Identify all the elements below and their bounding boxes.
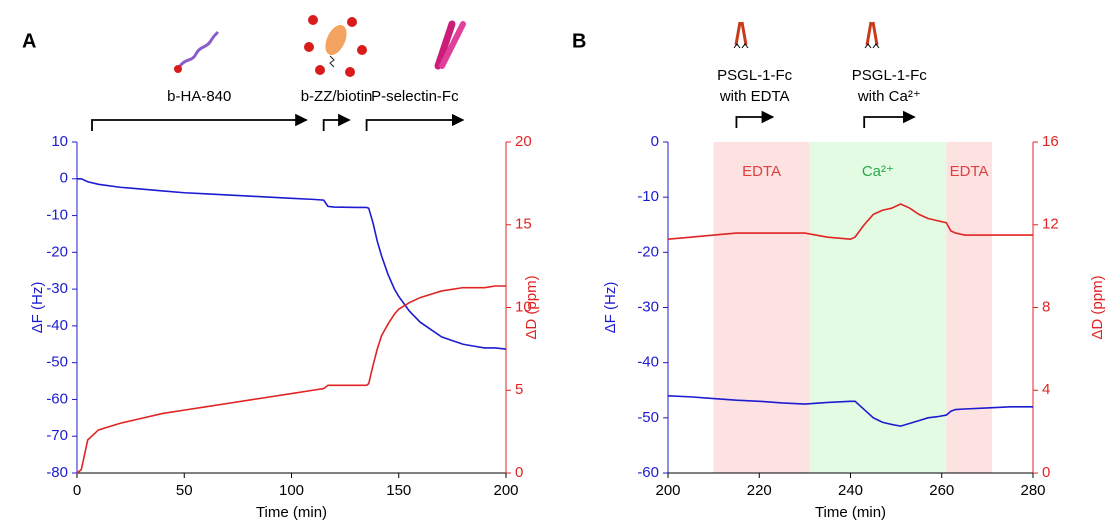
icon-hyaluronan [174, 30, 220, 73]
y2-tick-label: 20 [515, 133, 532, 150]
injection-arrow [863, 110, 916, 128]
y2-tick-label: 5 [515, 381, 523, 398]
y-tick-label: -50 [46, 354, 68, 371]
x-tick-label: 0 [73, 482, 81, 499]
x-tick-label: 150 [386, 482, 411, 499]
y-tick-label: -30 [637, 298, 659, 315]
x-tick-label: 50 [176, 482, 193, 499]
data-line [667, 203, 1033, 241]
y-tick-label: -60 [46, 390, 68, 407]
region-label: EDTA [742, 163, 781, 180]
x-tick-label: 200 [655, 482, 680, 499]
injection-arrow [322, 113, 351, 131]
region-label: EDTA [950, 163, 989, 180]
y2-tick-label: 0 [1042, 464, 1050, 481]
y2-tick-label: 15 [515, 216, 532, 233]
y2-axis-label: ΔD (ppm) [1089, 275, 1106, 339]
y-tick-label: -40 [46, 317, 68, 334]
annotation: with Ca²⁺ [857, 88, 921, 105]
y2-axis-label: ΔD (ppm) [523, 275, 540, 339]
y2-tick-label: 16 [1042, 133, 1059, 150]
injection-arrow [365, 113, 465, 131]
x-tick-label: 280 [1020, 482, 1045, 499]
y-tick-label: 10 [51, 133, 68, 150]
data-line [76, 285, 506, 474]
y2-tick-label: 0 [515, 464, 523, 481]
y-tick-label: -70 [46, 427, 68, 444]
x-tick-label: 260 [929, 482, 954, 499]
y-tick-label: -10 [46, 207, 68, 224]
y-tick-label: 0 [651, 133, 659, 150]
y-tick-label: -40 [637, 354, 659, 371]
y-axis-label: ΔF (Hz) [602, 282, 619, 334]
panel-label: B [572, 30, 586, 52]
x-axis-label: Time (min) [815, 504, 886, 521]
y2-tick-label: 4 [1042, 381, 1050, 398]
injection-arrow [91, 113, 308, 131]
annotation: P-selectin-Fc [371, 88, 459, 105]
annotation: with EDTA [719, 88, 790, 105]
annotation: PSGL-1-Fc [717, 67, 793, 84]
icon-psgl-ca [864, 21, 880, 49]
injection-arrow [735, 110, 775, 128]
icon-selectin [434, 20, 466, 70]
x-tick-label: 240 [838, 482, 863, 499]
icon-zz-biotin [304, 15, 367, 77]
y2-tick-label: 12 [1042, 216, 1059, 233]
region [809, 142, 947, 473]
y2-tick-label: 8 [1042, 298, 1050, 315]
y-axis-label: ΔF (Hz) [29, 282, 46, 334]
y-tick-label: -30 [46, 280, 68, 297]
region [713, 142, 810, 473]
region-label: Ca²⁺ [862, 163, 894, 180]
annotation: b-ZZ/biotin [301, 88, 373, 105]
y-tick-label: -80 [46, 464, 68, 481]
annotation: b-HA-840 [167, 88, 231, 105]
region [946, 142, 992, 473]
x-tick-label: 100 [279, 482, 304, 499]
y-tick-label: -20 [46, 243, 68, 260]
y-tick-label: -20 [637, 243, 659, 260]
y-tick-label: -50 [637, 409, 659, 426]
y-tick-label: 0 [60, 170, 68, 187]
x-tick-label: 200 [493, 482, 518, 499]
icon-psgl-edta [733, 21, 749, 49]
panel-label: A [22, 30, 36, 52]
data-line [77, 177, 507, 350]
data-line [667, 394, 1033, 427]
y2-tick-label: 10 [515, 298, 532, 315]
annotation: PSGL-1-Fc [852, 67, 928, 84]
x-tick-label: 220 [747, 482, 772, 499]
x-axis-label: Time (min) [256, 504, 327, 521]
y-tick-label: -10 [637, 188, 659, 205]
y-tick-label: -60 [637, 464, 659, 481]
